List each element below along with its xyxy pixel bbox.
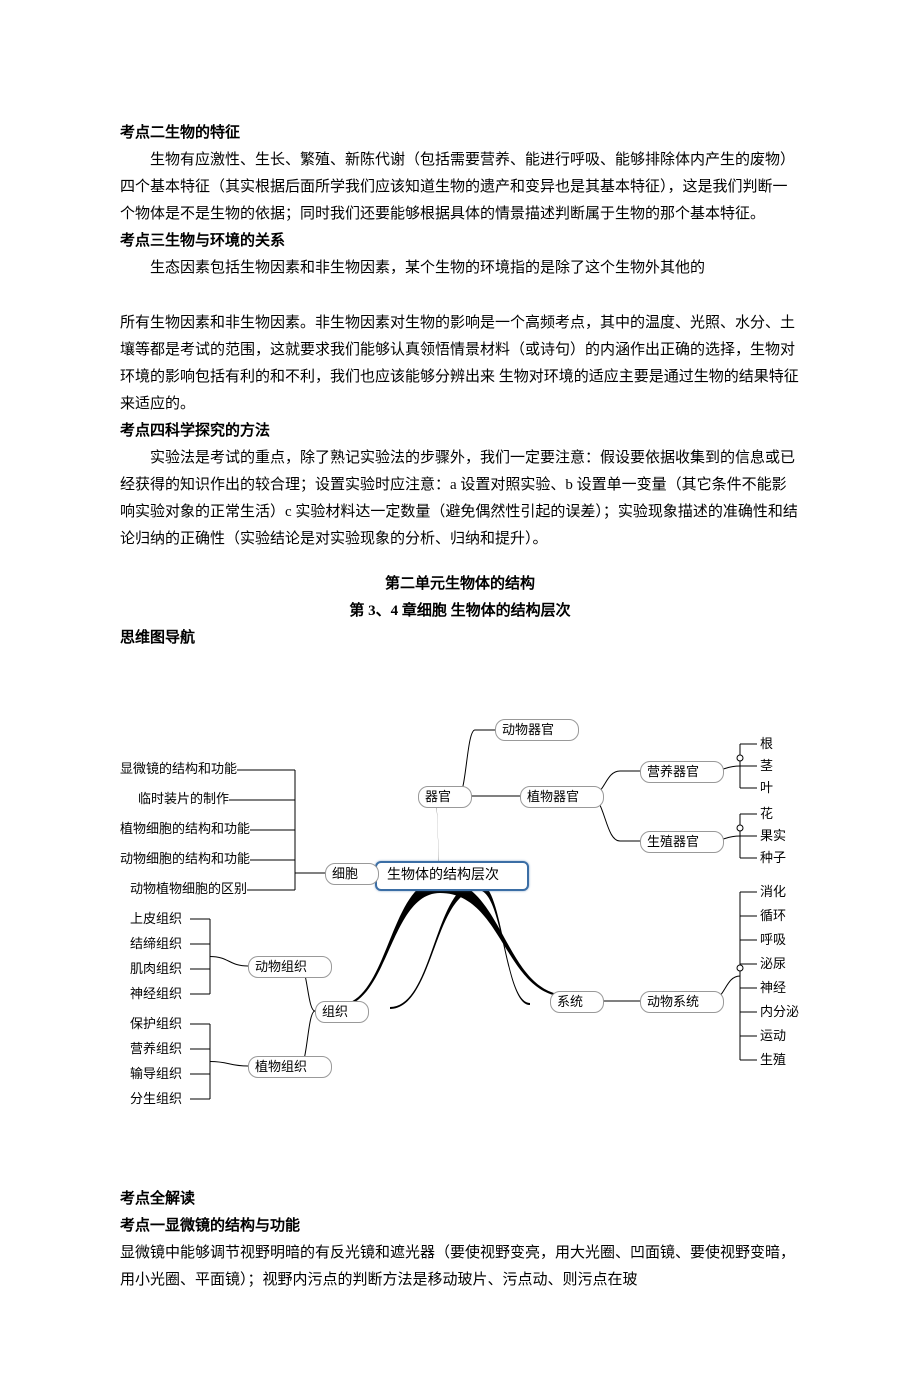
mindmap-leaf: 泌尿: [760, 956, 786, 973]
mindmap-node: 植物组织: [248, 1056, 332, 1078]
mindmap-leaf: 动物细胞的结构和功能: [120, 851, 250, 868]
mindmap-leaf: 茎: [760, 758, 773, 775]
mindmap-diagram: 生物体的结构层次细胞 器官组织 系统 动物器官植物器官 营养器官生殖器官动物组织植物组织…: [120, 656, 800, 1186]
mindmap-leaf: 显微镜的结构和功能: [120, 761, 237, 778]
mindmap-node: 细胞: [325, 863, 379, 885]
mindmap-leaf: 上皮组织: [130, 911, 182, 928]
mindmap-edges: [120, 656, 800, 1186]
mindmap-leaf: 结缔组织: [130, 936, 182, 953]
kp-full-title: 考点全解读: [120, 1186, 800, 1213]
mindmap-leaf: 动物植物细胞的区别: [130, 881, 247, 898]
mindmap-leaf: 呼吸: [760, 932, 786, 949]
mindmap-node: 器官: [418, 786, 472, 808]
mindmap-leaf: 消化: [760, 884, 786, 901]
mindmap-leaf: 叶: [760, 780, 773, 797]
kp3-body2: 所有生物因素和非生物因素。非生物因素对生物的影响是一个高频考点，其中的温度、光照…: [120, 310, 800, 418]
mindmap-leaf: 分生组织: [130, 1091, 182, 1108]
mindmap-node: 植物器官: [520, 786, 604, 808]
gap: [120, 282, 800, 310]
kp1b-title: 考点一显微镜的结构与功能: [120, 1213, 800, 1240]
mindmap-leaf: 肌肉组织: [130, 961, 182, 978]
spacer: [120, 553, 800, 571]
unit2-line1: 第二单元生物体的结构: [120, 571, 800, 598]
mindmap-node: 动物系统: [640, 991, 724, 1013]
mindmap-node: 动物器官: [495, 719, 579, 741]
kp3-title: 考点三生物与环境的关系: [120, 228, 800, 255]
mindmap-leaf: 临时装片的制作: [138, 791, 229, 808]
mindmap-leaf: 根: [760, 736, 773, 753]
mindmap-leaf: 内分泌: [760, 1004, 799, 1021]
mindmap-node: 系统: [550, 991, 604, 1013]
mindmap-leaf: 运动: [760, 1028, 786, 1045]
kp3-body1: 生态因素包括生物因素和非生物因素，某个生物的环境指的是除了这个生物外其他的: [120, 255, 800, 282]
unit2-line2: 第 3、4 章细胞 生物体的结构层次: [120, 598, 800, 625]
mindmap-leaf: 神经: [760, 980, 786, 997]
mindmap-leaf: 神经组织: [130, 986, 182, 1003]
mindmap-leaf: 输导组织: [130, 1066, 182, 1083]
mindmap-node: 组织: [315, 1001, 369, 1023]
kp4-title: 考点四科学探究的方法: [120, 418, 800, 445]
mindmap-node: 动物组织: [248, 956, 332, 978]
mindmap-leaf: 种子: [760, 850, 786, 867]
mindmap-leaf: 生殖: [760, 1052, 786, 1069]
kp4-body: 实验法是考试的重点，除了熟记实验法的步骤外，我们一定要注意：假设要依据收集到的信…: [120, 445, 800, 553]
mindmap-leaf: 营养组织: [130, 1041, 182, 1058]
mindmap-leaf: 循环: [760, 908, 786, 925]
mindmap-leaf: 植物细胞的结构和功能: [120, 821, 250, 838]
kp2-body: 生物有应激性、生长、繁殖、新陈代谢（包括需要营养、能进行呼吸、能够排除体内产生的…: [120, 147, 800, 228]
nav-title: 思维图导航: [120, 625, 800, 652]
kp1b-body: 显微镜中能够调节视野明暗的有反光镜和遮光器（要使视野变亮，用大光圈、凹面镜、要使…: [120, 1240, 800, 1294]
mindmap-leaf: 果实: [760, 828, 786, 845]
kp2-title: 考点二生物的特征: [120, 120, 800, 147]
mindmap-leaf: 花: [760, 806, 773, 823]
mindmap-leaf: 保护组织: [130, 1016, 182, 1033]
mindmap-node: 生殖器官: [640, 831, 724, 853]
mindmap-node: 生物体的结构层次: [375, 861, 529, 891]
mindmap-node: 营养器官: [640, 761, 724, 783]
